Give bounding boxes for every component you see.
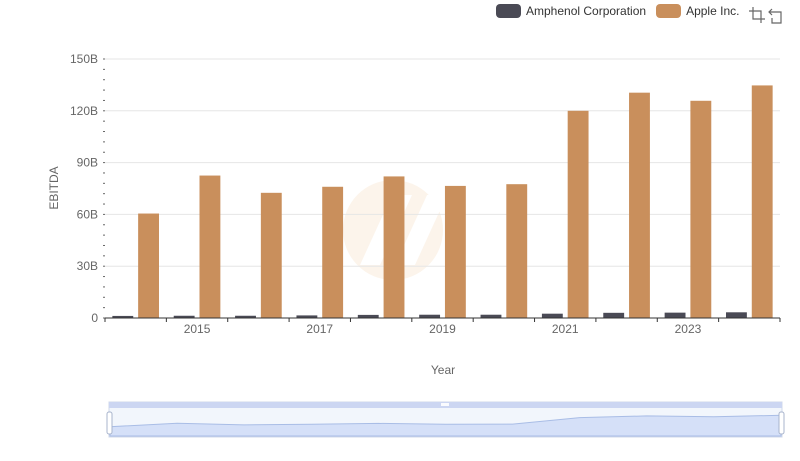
legend-swatch-amphenol — [496, 4, 521, 18]
bars — [112, 85, 773, 318]
bar-amphenol-2019 — [419, 314, 441, 318]
y-tick-label: 120B — [70, 104, 98, 118]
x-tick-label: 2023 — [675, 322, 702, 336]
bar-apple-2018 — [383, 176, 405, 318]
y-tick-label: 0 — [91, 311, 98, 325]
legend-item-amphenol[interactable]: Amphenol Corporation — [496, 4, 646, 18]
legend-item-apple[interactable]: Apple Inc. — [656, 4, 739, 18]
slider-data-shadow — [109, 414, 782, 437]
x-tick-label: 2021 — [552, 322, 579, 336]
slider-right-handle[interactable] — [778, 411, 785, 435]
legend-label-amphenol: Amphenol Corporation — [526, 4, 647, 18]
y-tick-label: 150B — [70, 52, 98, 66]
bar-amphenol-2021 — [541, 313, 563, 318]
bar-amphenol-2024 — [726, 312, 747, 318]
restore-icon[interactable] — [768, 6, 786, 24]
bar-apple-2020 — [506, 184, 528, 318]
bar-amphenol-2015 — [173, 315, 195, 318]
x-tick-label: 2015 — [184, 322, 211, 336]
x-tick-label: 2019 — [429, 322, 456, 336]
zoom-icon[interactable] — [748, 6, 766, 24]
y-tick-label: 90B — [77, 156, 98, 170]
toolbox — [746, 6, 786, 24]
slider-left-handle[interactable] — [106, 411, 113, 435]
zoom-slider[interactable] — [106, 401, 785, 438]
bar-apple-2017 — [322, 186, 344, 318]
bar-apple-2016 — [260, 192, 282, 318]
bar-amphenol-2022 — [603, 312, 625, 318]
bar-amphenol-2023 — [664, 312, 686, 318]
y-tick-label: 60B — [77, 207, 98, 221]
bar-amphenol-2017 — [296, 315, 318, 318]
y-axis-ticks: 0 30B 60B 90B 120B 150B — [70, 52, 98, 325]
y-tick-label: 30B — [77, 259, 98, 273]
legend-label-apple: Apple Inc. — [686, 4, 740, 18]
slider-move-handle[interactable] — [441, 403, 449, 406]
y-axis-title: EBITDA — [47, 166, 61, 209]
bar-apple-2024 — [751, 85, 773, 318]
bar-amphenol-2016 — [235, 315, 256, 318]
bar-amphenol-2020 — [480, 314, 502, 318]
bar-amphenol-2018 — [357, 314, 379, 318]
legend: Amphenol Corporation Apple Inc. — [496, 4, 749, 18]
bar-apple-2014 — [138, 213, 159, 318]
bar-apple-2023 — [690, 100, 712, 318]
x-axis-title: Year — [431, 363, 455, 377]
bar-apple-2021 — [567, 110, 589, 318]
legend-swatch-apple — [656, 4, 682, 18]
bar-apple-2015 — [199, 175, 221, 318]
bar-amphenol-2014 — [112, 315, 134, 318]
x-tick-label: 2017 — [306, 322, 333, 336]
bar-apple-2019 — [444, 185, 466, 318]
x-axis-ticks: 2015 2017 2019 2021 2023 — [104, 318, 781, 336]
y-axis-minor-ticks — [103, 58, 105, 319]
bar-apple-2022 — [629, 92, 650, 318]
